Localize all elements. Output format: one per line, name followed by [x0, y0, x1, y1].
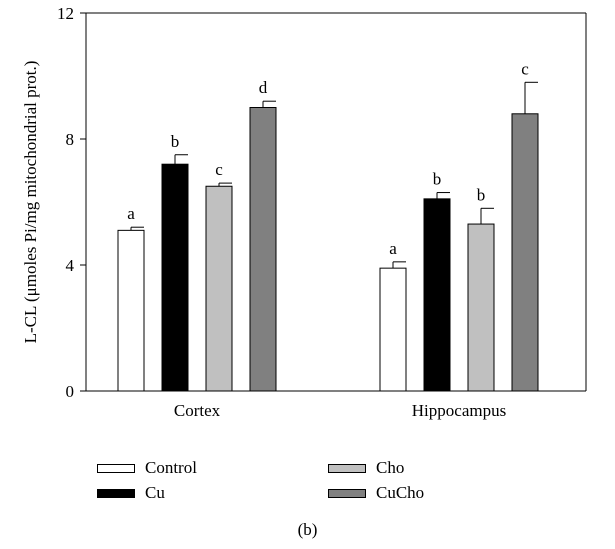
legend-swatch-cu	[97, 489, 135, 498]
legend-label-cucho: CuCho	[376, 483, 424, 503]
y-axis-label: L-CL (μmoles Pi/mg mitochondrial prot.)	[21, 61, 40, 344]
x-tick-label-hippocampus: Hippocampus	[412, 401, 506, 420]
y-tick-label-0: 0	[66, 382, 75, 401]
legend-swatch-control	[97, 464, 135, 473]
legend-swatch-cho	[328, 464, 366, 473]
legend-label-cu: Cu	[145, 483, 165, 503]
significance-letter-control-cortex: a	[127, 204, 135, 223]
significance-letter-cucho-hippocampus: c	[521, 59, 529, 78]
bar-cucho-cortex	[250, 108, 276, 392]
bar-cu-cortex	[162, 164, 188, 391]
significance-letter-cucho-cortex: d	[259, 78, 268, 97]
bar-cu-hippocampus	[424, 199, 450, 391]
bar-cho-cortex	[206, 186, 232, 391]
significance-letter-cu-cortex: b	[171, 132, 180, 151]
y-tick-label-2: 8	[66, 130, 75, 149]
bar-chart: 0 4 8 12 L-CL (μmoles Pi/mg mitochondrial pr…	[0, 0, 615, 500]
plot-area: 0 4 8 12 L-CL (μmoles Pi/mg mitochondrial pr…	[21, 4, 586, 420]
bar-control-cortex	[118, 230, 144, 391]
figure-caption: (b)	[0, 520, 615, 540]
y-tick-label-3: 12	[57, 4, 74, 23]
y-tick-label-1: 4	[66, 256, 75, 275]
significance-letter-cho-cortex: c	[215, 160, 223, 179]
bar-cucho-hippocampus	[512, 114, 538, 391]
bar-control-hippocampus	[380, 268, 406, 391]
legend-swatch-cucho	[328, 489, 366, 498]
significance-letter-cu-hippocampus: b	[433, 170, 442, 189]
significance-letter-control-hippocampus: a	[389, 239, 397, 258]
legend-label-cho: Cho	[376, 458, 404, 478]
bar-cho-hippocampus	[468, 224, 494, 391]
significance-letter-cho-hippocampus: b	[477, 185, 486, 204]
legend-label-control: Control	[145, 458, 197, 478]
x-tick-label-cortex: Cortex	[174, 401, 221, 420]
